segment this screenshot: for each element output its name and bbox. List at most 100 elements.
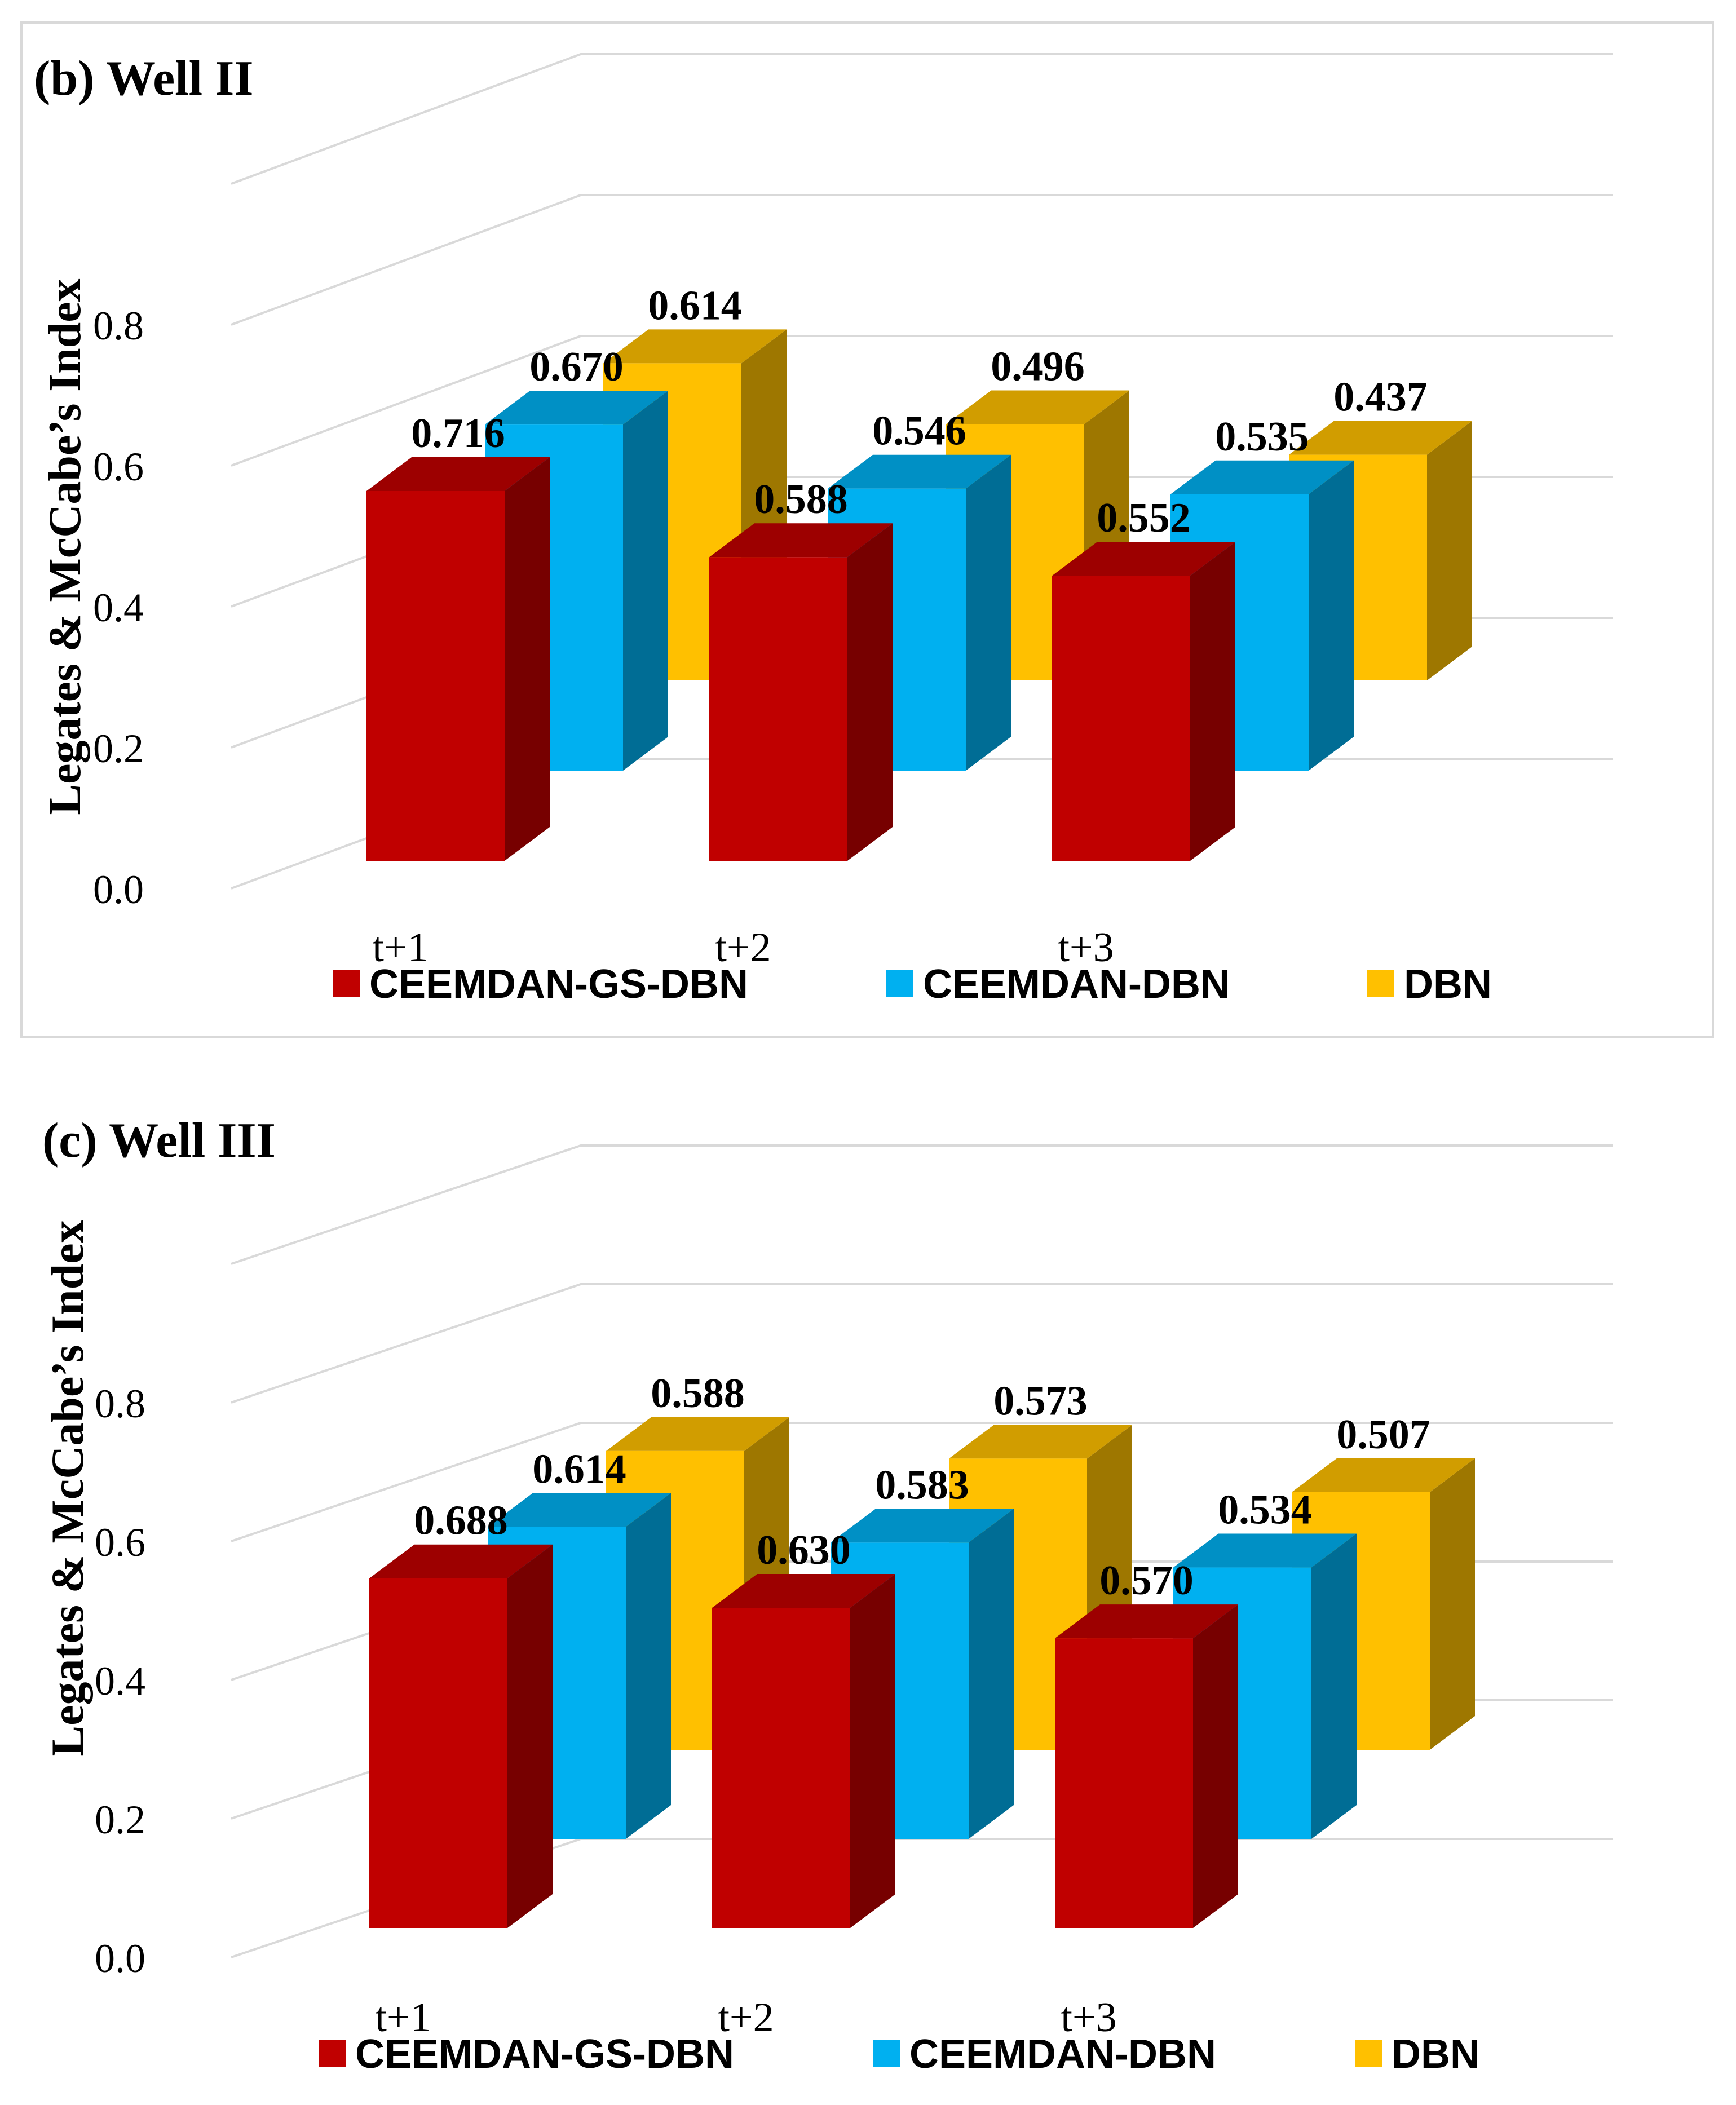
data-label: 0.496: [991, 344, 1085, 390]
legend-swatch: [1367, 970, 1394, 997]
bar-side: [1309, 460, 1354, 771]
bar-top: [1052, 542, 1235, 576]
bar-top: [1289, 421, 1472, 455]
data-label: 0.614: [648, 282, 742, 329]
bar-front: [366, 490, 505, 861]
x-tick-labels: t+1 t+2 t+3: [375, 1995, 1116, 2041]
y-tick-label: 0.8: [95, 1381, 145, 1426]
bar-front: [1055, 1638, 1193, 1928]
bar-top: [831, 1509, 1014, 1543]
chart-panel-well-ii: (b) Well II Legates & McCabe’s Index 0.0…: [20, 21, 1714, 1038]
bar-top: [709, 523, 893, 558]
data-label: 0.546: [872, 408, 966, 454]
y-tick-labels: 0.0 0.2 0.4 0.6 0.8: [93, 303, 144, 912]
data-label: 0.573: [993, 1378, 1088, 1424]
legend: CEEMDAN-GS-DBN CEEMDAN-DBN DBN: [333, 962, 1492, 1007]
gridline: [231, 1283, 1613, 1404]
bars: 0.614 0.670 0.716 0.496 0.546 0.588 0.437 0.535…: [366, 282, 1472, 861]
x-tick-labels: t+1 t+2 t+3: [372, 925, 1114, 971]
x-tick-label: t+1: [375, 1995, 431, 2041]
bar-top: [712, 1573, 895, 1608]
bar-side: [1193, 1604, 1238, 1928]
data-label: 0.630: [757, 1527, 851, 1573]
data-label: 0.437: [1333, 374, 1428, 421]
legend-item: DBN: [1367, 962, 1492, 1007]
bar-front: [712, 1607, 850, 1928]
bars: 0.588 0.614 0.688 0.573 0.583 0.630 0.507 0.534…: [369, 1370, 1475, 1928]
bar-top: [485, 391, 668, 425]
legend-label: CEEMDAN-DBN: [909, 2032, 1216, 2077]
legend-label: CEEMDAN-DBN: [923, 962, 1230, 1007]
legend-label: CEEMDAN-GS-DBN: [355, 2032, 734, 2077]
x-tick-label: t+1: [372, 925, 428, 971]
legend-label: DBN: [1404, 962, 1492, 1007]
bar-front: [709, 557, 847, 861]
gridline: [231, 53, 1613, 185]
legend-item: CEEMDAN-DBN: [886, 962, 1230, 1007]
bar-front: [1052, 576, 1190, 861]
y-tick-labels: 0.0 0.2 0.4 0.6 0.8: [95, 1381, 145, 1981]
data-label: 0.535: [1215, 414, 1309, 460]
legend-label: CEEMDAN-GS-DBN: [369, 962, 748, 1007]
data-label: 0.614: [532, 1446, 626, 1492]
bar-top: [603, 329, 787, 364]
bar-side: [626, 1493, 671, 1839]
data-label: 0.552: [1097, 495, 1191, 541]
bar: 0.588: [709, 476, 893, 861]
gridline: [231, 335, 1613, 467]
legend-item: CEEMDAN-GS-DBN: [333, 962, 748, 1007]
bar-top: [606, 1417, 789, 1451]
gridline: [231, 194, 1613, 326]
bar-top: [1170, 460, 1354, 494]
bar: 0.688: [369, 1498, 553, 1928]
data-label: 0.507: [1336, 1412, 1430, 1458]
y-axis-label: Legates & McCabe’s Index: [42, 1220, 93, 1756]
y-tick-label: 0.4: [95, 1659, 145, 1704]
bar-top: [946, 390, 1129, 424]
legend-swatch: [1355, 2040, 1382, 2067]
legend: CEEMDAN-GS-DBN CEEMDAN-DBN DBN: [319, 2032, 1479, 2077]
data-label: 0.716: [411, 410, 505, 457]
bar-side: [847, 523, 893, 861]
bar-front: [369, 1578, 507, 1928]
data-label: 0.588: [651, 1370, 745, 1417]
data-label: 0.670: [529, 344, 624, 390]
data-label: 0.570: [1099, 1558, 1194, 1604]
legend-swatch: [886, 970, 913, 997]
y-tick-label: 0.2: [93, 726, 144, 771]
bar-side: [1311, 1533, 1357, 1839]
bar-top: [488, 1493, 671, 1527]
bar-side: [1430, 1458, 1475, 1750]
chart-panel-well-iii: (c) Well III Legates & McCabe’s Index 0.…: [42, 1113, 1613, 2077]
legend-swatch: [319, 2040, 346, 2067]
bar: 0.716: [366, 410, 550, 861]
bar-top: [369, 1544, 553, 1578]
bar-side: [507, 1544, 553, 1928]
legend-swatch: [873, 2040, 900, 2067]
data-label: 0.534: [1218, 1487, 1312, 1533]
legend-swatch: [333, 970, 360, 997]
y-tick-label: 0.6: [93, 444, 144, 489]
gridline: [231, 1144, 1613, 1265]
data-label: 0.583: [875, 1462, 969, 1508]
legend-item: CEEMDAN-DBN: [873, 2032, 1216, 2077]
legend-item: DBN: [1355, 2032, 1479, 2077]
bar-top: [828, 454, 1011, 489]
bar-top: [949, 1425, 1132, 1459]
bar-side: [1190, 542, 1235, 861]
legend-label: DBN: [1392, 2032, 1479, 2077]
y-tick-label: 0.8: [93, 303, 144, 348]
x-tick-label: t+3: [1061, 1995, 1116, 2041]
bar-top: [366, 457, 550, 491]
bar: 0.630: [712, 1527, 895, 1928]
legend-item: CEEMDAN-GS-DBN: [319, 2032, 734, 2077]
y-tick-label: 0.2: [95, 1797, 145, 1842]
bar-side: [966, 454, 1011, 771]
x-tick-label: t+2: [718, 1995, 774, 2041]
y-tick-label: 0.0: [93, 867, 144, 912]
gridline: [231, 1422, 1613, 1542]
chart-title: (c) Well III: [42, 1113, 276, 1168]
bar: 0.570: [1055, 1558, 1238, 1928]
bar-side: [1427, 421, 1472, 680]
